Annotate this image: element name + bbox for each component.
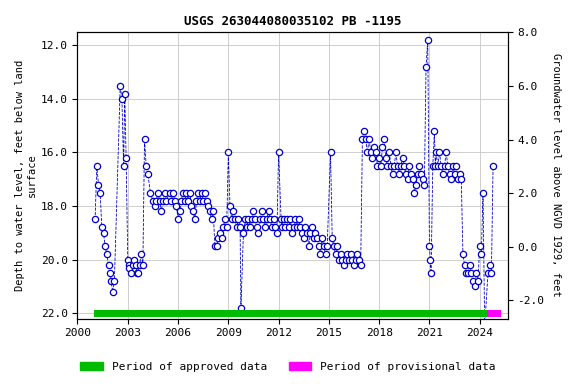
Y-axis label: Depth to water level, feet below land
surface: Depth to water level, feet below land su… [15, 60, 37, 291]
Legend: Period of approved data, Period of provisional data: Period of approved data, Period of provi… [76, 358, 500, 377]
Y-axis label: Groundwater level above NGVD 1929, feet: Groundwater level above NGVD 1929, feet [551, 53, 561, 297]
Title: USGS 263044080035102 PB -1195: USGS 263044080035102 PB -1195 [184, 15, 401, 28]
